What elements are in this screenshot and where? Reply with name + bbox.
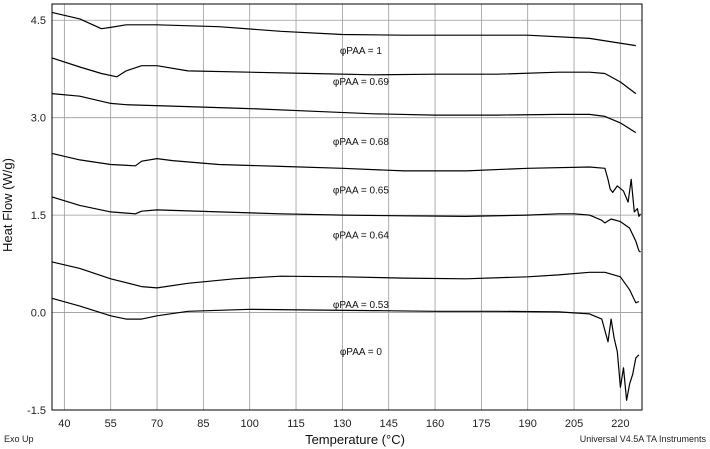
- series-line: [51, 196, 641, 253]
- x-tick-label: 220: [611, 418, 629, 430]
- y-axis-label: Heat Flow (W/g): [0, 158, 15, 252]
- plot-frame: [51, 3, 643, 411]
- y-tick-label: 3.0: [31, 113, 46, 125]
- series-line: [51, 152, 642, 217]
- series-line: [51, 261, 640, 304]
- x-tick-label: 85: [197, 418, 209, 430]
- y-tick-label: 4.5: [31, 15, 46, 27]
- x-tick-label: 130: [333, 418, 351, 430]
- x-tick-label: 115: [287, 418, 305, 430]
- series-labels: φPAA = 1 φPAA = 0.69 φPAA = 0.68 φPAA = 0.6…: [333, 46, 389, 358]
- series-line: [51, 93, 637, 134]
- x-tick-label: 55: [105, 418, 117, 430]
- series-label: φPAA = 0.68: [333, 137, 389, 148]
- series-line: [51, 297, 640, 401]
- footer-right-label: Universal V4.5A TA Instruments: [579, 434, 706, 444]
- x-tick-label: 160: [426, 418, 444, 430]
- x-tick-label: 40: [58, 418, 70, 430]
- x-tick-label: 175: [472, 418, 490, 430]
- series-label: φPAA = 0.69: [333, 77, 389, 88]
- x-tick-label: 205: [565, 418, 583, 430]
- x-tick-label: 145: [380, 418, 398, 430]
- y-tick-label: -1.5: [27, 405, 46, 417]
- series-lines: [51, 11, 642, 401]
- series-line: [51, 11, 636, 47]
- x-axis-label: Temperature (°C): [305, 432, 405, 447]
- footer-left-label: Exo Up: [4, 434, 34, 444]
- series-line: [51, 57, 637, 95]
- series-label: φPAA = 0: [340, 347, 383, 358]
- x-tick-label: 70: [151, 418, 163, 430]
- x-tick-label: 100: [241, 418, 259, 430]
- x-tick-label: 190: [519, 418, 537, 430]
- series-label: φPAA = 1: [340, 46, 383, 57]
- tick-labels: 40 55 70 85 100 115 130 145 160 175 190 205 220 4.5 3.…: [27, 15, 630, 430]
- y-tick-label: 1.5: [31, 210, 46, 222]
- series-label: φPAA = 0.64: [333, 231, 389, 242]
- y-tick-label: 0.0: [31, 308, 46, 320]
- series-label: φPAA = 0.53: [333, 300, 389, 311]
- series-label: φPAA = 0.65: [333, 186, 389, 197]
